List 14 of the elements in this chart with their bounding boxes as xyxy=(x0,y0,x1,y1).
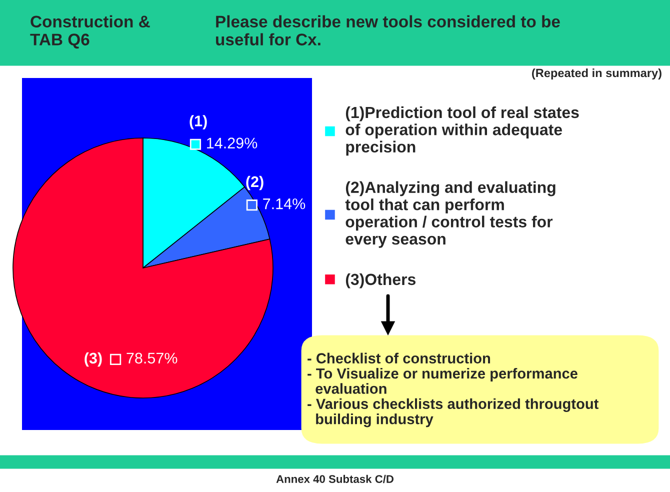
chart-title: Construction & TAB Q6 xyxy=(30,15,150,49)
text: - Checklist of construction - To Visualize or numerize performance evaluation - Various checklists authorized througtout building industry xyxy=(308,352,599,428)
legend-label: (1)Prediction tool of real states of operation within adequate precision xyxy=(346,106,579,156)
text: Annex 40 Subtask C/D xyxy=(276,474,394,484)
text: (3) xyxy=(84,352,102,367)
text: (2) xyxy=(246,176,264,190)
data-label: 7.14% xyxy=(263,198,306,210)
data-label: 14.29% xyxy=(207,138,258,148)
text: (1) xyxy=(190,115,207,130)
data-label: 78.57% xyxy=(126,352,178,364)
text: (Repeated in summary) xyxy=(532,68,662,80)
legend-label: (2)Analyzing and evaluating tool that can perform operation / control tests for every season xyxy=(345,181,556,248)
chart-subtitle: Please describe new tools considered to be useful for Cx. xyxy=(216,15,560,46)
legend-label: (3)Others xyxy=(346,273,416,288)
